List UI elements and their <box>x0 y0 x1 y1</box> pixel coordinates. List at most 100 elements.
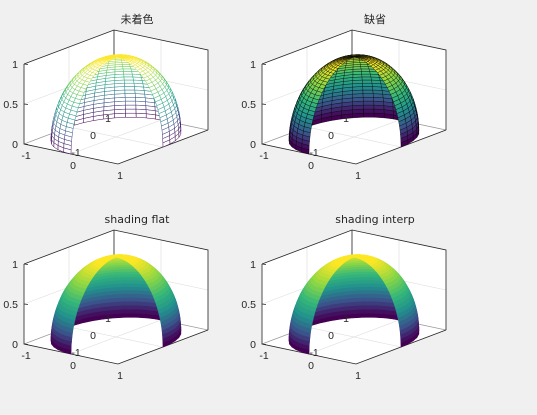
z-tick-label: 0 <box>250 339 256 351</box>
surface-patch <box>373 93 384 98</box>
surface-patch <box>363 100 375 106</box>
surface-patch <box>360 268 371 272</box>
z-tick-label: 1 <box>12 59 18 71</box>
z-tick-label: 0 <box>250 139 256 151</box>
z-tick-mark <box>23 103 29 105</box>
surface-patch <box>361 279 373 284</box>
surface-patch <box>122 68 133 72</box>
y-tick-label: 1 <box>343 313 349 325</box>
surface-patch <box>373 97 384 102</box>
subplot-title: 未着色 <box>121 12 154 26</box>
y-tick-label: 0 <box>328 330 334 342</box>
surface-patch <box>362 89 374 94</box>
surface-patch <box>124 93 136 98</box>
surface-patch <box>352 89 364 95</box>
z-tick-mark <box>261 263 267 265</box>
surface-patch <box>316 87 325 93</box>
surface-patch <box>125 312 137 318</box>
surface <box>50 54 182 155</box>
surface-patch <box>78 287 87 293</box>
surface-patch <box>362 286 374 291</box>
z-tick-label: 0 <box>12 339 18 351</box>
surface-patch <box>373 108 385 114</box>
surface <box>288 54 420 155</box>
z-tick-mark <box>261 303 267 305</box>
surface-patch <box>124 286 136 291</box>
surface-patch <box>361 271 371 275</box>
ticks: 00.51-101-101 <box>241 259 361 382</box>
z-tick-label: 0.5 <box>3 99 18 111</box>
subplot-title: shading interp <box>335 213 415 226</box>
y-tick-label: 0 <box>328 130 334 142</box>
surface-patch <box>78 87 87 93</box>
surface-patch <box>123 273 134 278</box>
surface-patch <box>123 71 133 75</box>
z-tick-label: 1 <box>250 59 256 71</box>
surface-patch <box>360 264 369 267</box>
surface-patch <box>125 112 137 118</box>
surface-patch <box>316 287 325 293</box>
surface-patch <box>121 62 130 65</box>
y-tick-label: 0 <box>90 130 96 142</box>
surface-patch <box>124 89 136 94</box>
x-tick-label: 0 <box>308 160 314 172</box>
z-tick-label: 1 <box>250 259 256 271</box>
x-tick-label: 0 <box>70 360 76 372</box>
surface-patch <box>362 93 374 98</box>
ticks: 00.51-101-101 <box>3 59 123 182</box>
x-tick-label: 1 <box>117 370 123 382</box>
surface-patch <box>123 79 135 84</box>
z-tick-mark <box>261 103 267 105</box>
surface-patch <box>125 308 137 314</box>
x-tick-label: -1 <box>259 350 268 362</box>
surface-patch <box>363 304 375 310</box>
surface-patch <box>361 273 372 278</box>
z-tick-mark <box>23 343 29 345</box>
surface-patch <box>125 108 137 114</box>
z-tick-label: 0.5 <box>3 299 18 311</box>
surface <box>288 254 420 355</box>
y-tick-label: 0 <box>90 330 96 342</box>
z-tick-mark <box>23 263 29 265</box>
surface-patch <box>352 93 364 99</box>
surface-patch <box>361 76 372 81</box>
surface-patch <box>124 289 136 294</box>
z-tick-mark <box>261 63 267 65</box>
surface-patch <box>124 293 136 298</box>
surface-patch <box>363 308 375 314</box>
surface-patch <box>124 86 136 91</box>
x-tick-label: 0 <box>308 360 314 372</box>
surface-patch <box>114 104 126 110</box>
surface-patch <box>125 100 137 106</box>
z-tick-mark <box>23 303 29 305</box>
y-tick-label: -1 <box>309 347 318 359</box>
surface-patch <box>373 113 385 119</box>
surface-patch <box>360 66 370 70</box>
surface-patch <box>125 104 137 110</box>
surface-patch <box>362 296 375 302</box>
surface-patch <box>352 108 364 114</box>
z-tick-mark <box>23 143 29 145</box>
surface-patch <box>360 68 370 72</box>
z-tick-label: 0.5 <box>241 299 256 311</box>
ticks: 00.51-101-101 <box>241 59 361 182</box>
x-tick-label: -1 <box>259 150 268 162</box>
surface-patch <box>122 64 131 67</box>
z-tick-label: 0.5 <box>241 99 256 111</box>
surface-patch <box>384 281 393 288</box>
surface-patch <box>114 112 126 119</box>
surface-patch <box>123 76 134 81</box>
surface-patch <box>124 296 137 302</box>
surface-patch <box>124 300 137 306</box>
y-tick-label: 1 <box>343 113 349 125</box>
surface-patch <box>362 79 373 84</box>
surface-patch <box>123 279 135 284</box>
x-tick-label: -1 <box>21 350 30 362</box>
surface-patch <box>362 293 374 298</box>
y-tick-label: -1 <box>309 147 318 159</box>
surface-patch <box>352 104 364 110</box>
y-tick-label: 1 <box>105 313 111 325</box>
x-tick-label: 1 <box>117 170 123 182</box>
